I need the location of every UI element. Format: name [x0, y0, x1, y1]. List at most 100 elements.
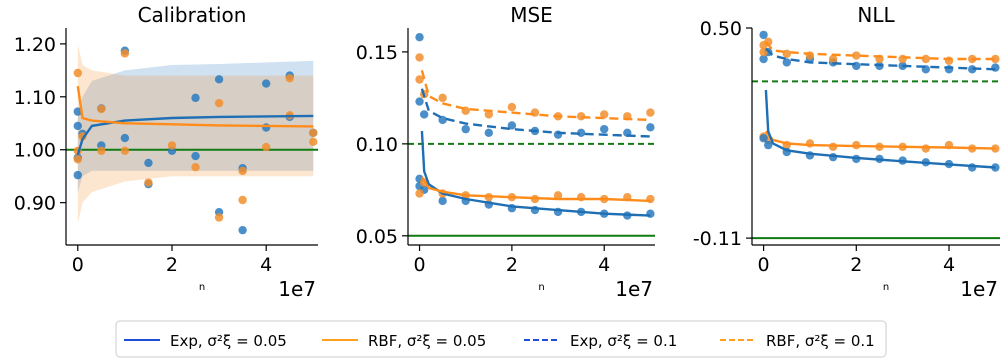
data-point: [759, 30, 768, 40]
y-tick-label: -0.11: [693, 228, 742, 250]
mse-panel: 0.05 0.10 0.15 0 2 4 MSE n 1e7: [356, 3, 655, 301]
data-point: [484, 128, 493, 138]
x-tick-label: 4: [598, 254, 610, 276]
fit-curve: [420, 130, 651, 217]
data-point: [120, 49, 130, 58]
x-axis-label: n: [199, 282, 205, 293]
data-point: [415, 32, 424, 42]
x-tick-label: 4: [943, 254, 955, 276]
y-tick-label: 0.50: [700, 18, 742, 40]
legend-frame: [115, 320, 887, 358]
data-point: [97, 104, 106, 114]
data-point: [921, 144, 931, 153]
data-point: [214, 213, 224, 222]
x-tick-label: 2: [506, 254, 518, 276]
y-tick-label: 1.20: [14, 34, 56, 56]
data-point: [191, 93, 200, 103]
y-tick-label: 0.10: [356, 134, 398, 156]
x-tick-label: 2: [166, 254, 178, 276]
data-point: [73, 121, 82, 131]
calibration-panel: 0.90 1.00 1.10 1.20 0 2 4 Calibration n 1e7: [14, 3, 318, 301]
data-point: [285, 74, 294, 83]
x-offset-label: 1e7: [615, 277, 653, 301]
x-tick-label: 0: [413, 254, 425, 276]
x-tick-label: 2: [850, 254, 862, 276]
fit-curve: [420, 176, 651, 203]
fit-curve: [765, 47, 996, 71]
data-point: [419, 110, 429, 119]
data-point: [646, 108, 655, 117]
legend-label: RBF, σ²ξ = 0.05: [368, 332, 486, 350]
data-point: [530, 108, 540, 117]
legend-label: Exp, σ²ξ = 0.05: [170, 332, 287, 350]
fit-curve: [764, 89, 996, 169]
data-point: [967, 65, 977, 74]
data-point: [120, 133, 130, 143]
x-axis-label: n: [538, 282, 544, 293]
data-point: [759, 134, 768, 143]
data-point: [484, 110, 493, 119]
x-offset-label: 1e7: [278, 277, 316, 301]
panel-title: Calibration: [138, 3, 247, 27]
x-tick-label: 0: [72, 254, 84, 276]
data-point: [461, 124, 470, 134]
x-tick-label: 4: [260, 254, 272, 276]
data-point: [852, 51, 861, 60]
fit-curve: [764, 130, 996, 150]
data-point: [415, 189, 424, 198]
data-point: [238, 166, 247, 176]
data-point: [214, 75, 224, 84]
data-point: [782, 58, 791, 67]
data-point: [600, 110, 609, 119]
legend-label: Exp, σ²ξ = 0.1: [570, 332, 677, 350]
data-point: [309, 128, 318, 137]
confidence-band: [77, 43, 314, 224]
data-point: [309, 137, 318, 146]
data-point: [828, 54, 838, 64]
data-point: [898, 54, 907, 64]
fit-curve: [76, 114, 314, 156]
data-point: [438, 196, 447, 206]
fit-curve: [76, 86, 314, 128]
legend: Exp, σ²ξ = 0.05 RBF, σ²ξ = 0.05 Exp, σ²ξ =…: [115, 320, 887, 358]
fit-curve: [420, 69, 651, 122]
data-point: [144, 178, 153, 187]
data-point: [646, 123, 655, 132]
data-point: [438, 93, 447, 103]
fit-curve: [420, 88, 651, 138]
x-offset-label: 1e7: [960, 277, 998, 301]
confidence-band: [77, 60, 314, 193]
data-point: [759, 54, 768, 64]
data-point: [261, 79, 271, 88]
x-tick-label: 0: [758, 254, 770, 276]
data-point: [238, 225, 247, 235]
panel-title: NLL: [857, 3, 895, 27]
data-point: [507, 121, 517, 130]
data-point: [120, 146, 130, 155]
data-point: [167, 141, 177, 150]
nll-panel: -0.11 0.50 0 2 4 NLL n 1e7: [693, 3, 1000, 301]
data-point: [600, 124, 609, 134]
data-point: [238, 195, 247, 205]
data-point: [553, 191, 563, 200]
data-point: [97, 146, 106, 155]
data-point: [73, 155, 82, 164]
x-axis-label: n: [883, 282, 889, 293]
data-point: [73, 68, 82, 78]
data-point: [191, 151, 200, 161]
data-point: [507, 102, 517, 112]
y-tick-label: 1.10: [14, 87, 56, 109]
y-tick-label: 0.05: [356, 226, 398, 248]
data-point: [576, 128, 586, 138]
legend-label: RBF, σ²ξ = 0.1: [766, 332, 875, 350]
data-point: [261, 123, 271, 132]
data-point: [144, 158, 153, 168]
y-tick-label: 0.90: [14, 193, 56, 215]
data-point: [73, 170, 82, 180]
data-point: [191, 162, 200, 172]
data-point: [415, 53, 424, 62]
data-point: [764, 140, 773, 150]
data-point: [214, 98, 224, 108]
data-point: [73, 107, 82, 116]
